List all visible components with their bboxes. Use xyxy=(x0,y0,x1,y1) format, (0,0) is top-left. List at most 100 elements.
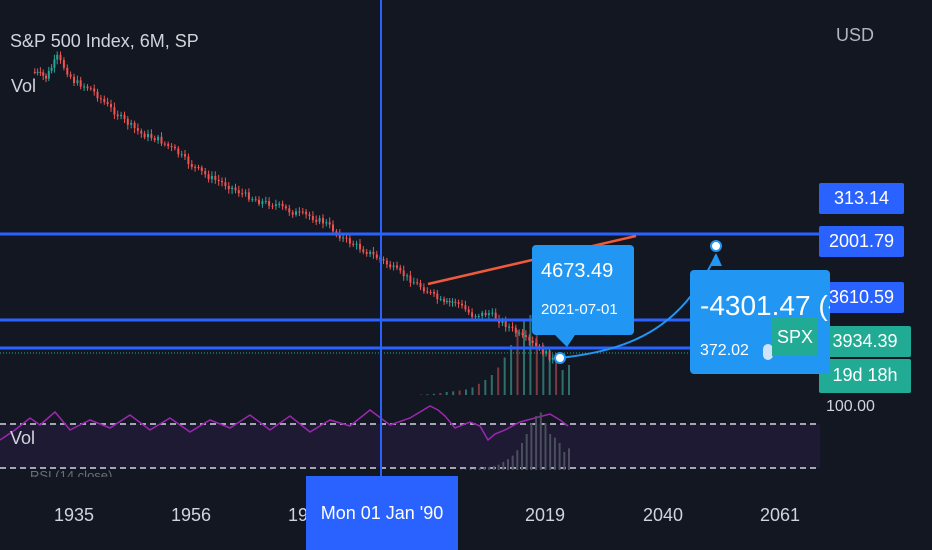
rsi-band xyxy=(0,424,820,468)
rsi-volume-bar xyxy=(539,412,542,470)
candle-body xyxy=(180,154,183,156)
candle-body xyxy=(291,212,294,215)
candle-body xyxy=(298,211,301,213)
candle-body xyxy=(375,254,378,258)
candle-body xyxy=(39,71,42,73)
rsi-indicator-label[interactable]: RSI (14 close) xyxy=(30,468,113,477)
candle-body xyxy=(177,148,180,155)
candle-body xyxy=(448,301,451,303)
candle-body xyxy=(113,107,116,115)
range-tooltip[interactable]: -4301.47 (-9 372.02 xyxy=(690,270,830,374)
candle-body xyxy=(348,238,351,244)
volume-bar xyxy=(548,350,551,395)
candle-body xyxy=(120,114,123,117)
candle-body xyxy=(184,154,186,157)
candle-body xyxy=(352,243,355,245)
price-tooltip[interactable]: 4673.49 2021-07-01 xyxy=(532,245,634,335)
candle-body xyxy=(524,335,527,337)
candle-body xyxy=(227,186,230,190)
candle-body xyxy=(484,312,487,316)
candle-body xyxy=(439,298,442,300)
rsi-volume-bar xyxy=(563,452,566,470)
candle-body xyxy=(332,224,334,232)
candle-body xyxy=(443,298,446,302)
price-label-3610[interactable]: 3610.59 xyxy=(819,282,904,313)
price-label-313[interactable]: 313.14 xyxy=(819,183,904,214)
volume-bar xyxy=(561,370,564,395)
candle-body xyxy=(392,265,395,268)
candle-body xyxy=(130,122,133,125)
candle-body xyxy=(365,251,368,254)
rsi-volume-bar xyxy=(525,434,528,470)
candle-body xyxy=(389,264,392,268)
candle-body xyxy=(382,259,385,261)
candle-body xyxy=(214,176,217,180)
volume-bar xyxy=(484,380,487,395)
candle-body xyxy=(147,133,149,138)
volume-bar xyxy=(490,375,493,395)
candle-body xyxy=(278,203,281,205)
currency-label[interactable]: USD xyxy=(836,25,875,45)
candle-body xyxy=(338,233,341,239)
candle-body xyxy=(301,211,304,213)
rsi-level-label: 100.00 xyxy=(826,398,875,415)
candle-body xyxy=(274,204,277,206)
candle-body xyxy=(73,76,75,83)
candle-body xyxy=(231,187,234,189)
candle-body xyxy=(59,54,62,61)
candle-body xyxy=(409,275,412,283)
candle-body xyxy=(457,302,460,304)
candle-body xyxy=(541,346,544,354)
candle-body xyxy=(76,80,79,83)
candle-body xyxy=(221,181,223,183)
rsi-volume-bar xyxy=(516,450,519,470)
tooltip-date: 2021-07-01 xyxy=(541,301,618,318)
price-label-2001[interactable]: 2001.79 xyxy=(819,226,904,257)
candle-body xyxy=(464,305,467,310)
candle-body xyxy=(528,336,531,341)
volume-bar xyxy=(555,357,558,395)
rsi-volume-bar xyxy=(464,469,467,470)
candle-body xyxy=(454,301,457,303)
candle-body xyxy=(471,312,474,317)
rsi-volume-bar xyxy=(474,468,477,470)
candle-body xyxy=(194,166,197,168)
candle-body xyxy=(133,122,136,129)
volume-bar xyxy=(542,345,545,395)
x-tick-1956: 1956 xyxy=(170,505,212,525)
candle-body xyxy=(451,301,454,303)
candle-body xyxy=(362,249,365,252)
candle-body xyxy=(521,332,524,336)
candle-body xyxy=(268,201,271,206)
last-price-label[interactable]: 3934.39 xyxy=(819,326,911,357)
candle-body xyxy=(328,222,331,225)
pane-volume-label[interactable]: Vol xyxy=(10,428,36,448)
symbol-badge[interactable]: SPX xyxy=(772,318,818,356)
volume-bar xyxy=(535,330,538,395)
volume-bar xyxy=(420,394,422,395)
candle-body xyxy=(295,211,297,215)
candle-body xyxy=(197,167,200,168)
candle-body xyxy=(342,237,345,239)
rsi-volume-bar xyxy=(553,437,556,470)
candle-body xyxy=(315,219,318,222)
candle-body xyxy=(106,102,109,105)
candle-body xyxy=(422,287,425,292)
candle-body xyxy=(140,130,143,134)
candle-body xyxy=(305,211,308,215)
volume-bar xyxy=(529,315,532,395)
curve-start-handle[interactable] xyxy=(554,352,566,364)
volume-indicator-label[interactable]: Vol xyxy=(11,76,37,96)
volume-bars xyxy=(420,315,570,396)
candle-body xyxy=(355,243,358,245)
candle-body xyxy=(426,291,429,293)
candle-body xyxy=(399,267,402,271)
volume-bar xyxy=(516,330,519,395)
candle-body xyxy=(33,71,36,73)
curve-end-handle[interactable] xyxy=(710,240,722,252)
candle-body xyxy=(551,357,554,360)
candle-body xyxy=(271,205,274,207)
candle-body xyxy=(359,243,361,250)
countdown-label: 19d 18h xyxy=(819,359,911,393)
